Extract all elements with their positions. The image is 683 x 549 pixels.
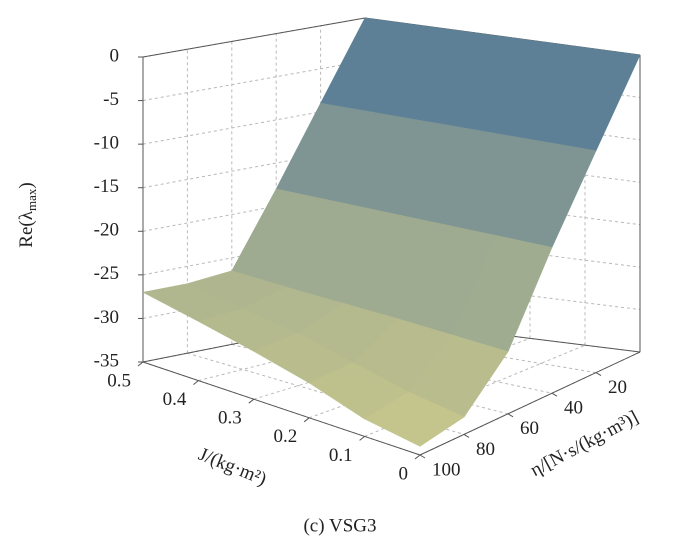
y-axis-label: η/[N·s/(kg·m³)] (527, 407, 642, 481)
y-tick-label: 60 (520, 418, 539, 439)
z-tick-label: -25 (94, 263, 119, 284)
tick-mark (414, 454, 421, 460)
z-label-sub: max (24, 188, 39, 211)
z-tick-label: -20 (94, 220, 119, 241)
plot: -35 -30 -25 -20 -15 -10 -5 0 0 0.1 0.2 0.3 0.4 0.5 20 4… (94, 17, 641, 484)
z-tick-label: 0 (110, 45, 120, 66)
x-tick-label: 0.1 (329, 445, 353, 466)
z-tick-label: -5 (103, 89, 119, 110)
tick-mark (507, 413, 514, 418)
grid-line (142, 60, 366, 102)
x-tick-label: 0.4 (163, 389, 187, 410)
z-tick-label: -30 (94, 307, 119, 328)
z-tick-label: -15 (94, 176, 119, 197)
tick-mark (463, 433, 470, 438)
z-label-end: ) (16, 182, 37, 188)
box-edge (142, 361, 421, 456)
y-tick-label: 20 (608, 377, 627, 398)
tick-mark (137, 361, 144, 367)
y-tick-label: 80 (476, 439, 495, 460)
z-axis-label: Re(λmax) (16, 182, 39, 247)
grid-line (364, 344, 586, 437)
box-edge (142, 17, 366, 58)
tick-mark (551, 392, 558, 397)
caption: (c) VSG3 (303, 515, 376, 536)
x-tick-label: 0.3 (218, 408, 242, 429)
tick-mark (303, 417, 310, 423)
box-edge (419, 351, 641, 456)
x-axis-label: J/(kg·m²) (196, 444, 270, 490)
x-tick-label: 0.2 (273, 426, 297, 447)
tick-mark (595, 372, 602, 377)
tick-mark (359, 436, 365, 441)
y-tick-label: 100 (432, 459, 461, 480)
x-tick-label: 0.5 (107, 370, 131, 391)
z-label-main: Re(λ (16, 210, 37, 247)
tick-mark (248, 398, 255, 404)
surface-patch (363, 391, 465, 447)
tick-mark (193, 380, 199, 385)
z-tick-label: -35 (94, 350, 119, 371)
y-tick-label: 40 (564, 398, 583, 419)
tick-mark (419, 454, 426, 459)
z-tick-label: -10 (94, 133, 119, 154)
x-tick-label: 0 (399, 463, 409, 484)
